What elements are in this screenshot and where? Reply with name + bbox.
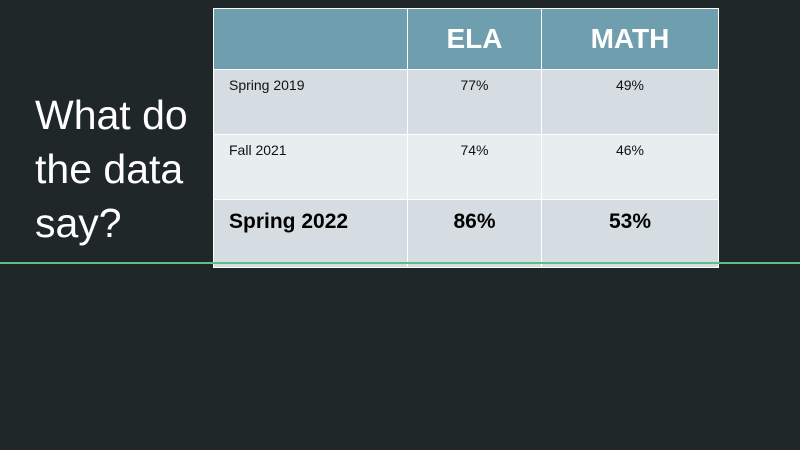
scores-table: ELA MATH Spring 2019 77% 49% Fall 2021 7… — [213, 8, 719, 268]
header-cell-empty — [213, 8, 408, 70]
divider-line — [0, 262, 800, 264]
slide-title: What do the data say? — [35, 88, 210, 250]
slide-title-line-3: say? — [35, 200, 122, 246]
row-label: Fall 2021 — [213, 134, 408, 200]
row-label: Spring 2022 — [213, 199, 408, 268]
row-label: Spring 2019 — [213, 69, 408, 135]
slide-title-line-1: What do — [35, 92, 188, 138]
ela-value: 86% — [407, 199, 542, 268]
math-value: 49% — [541, 69, 719, 135]
slide-title-line-2: the data — [35, 146, 184, 192]
math-value: 46% — [541, 134, 719, 200]
ela-value: 77% — [407, 69, 542, 135]
ela-value: 74% — [407, 134, 542, 200]
header-cell-math: MATH — [541, 8, 719, 70]
header-cell-ela: ELA — [407, 8, 542, 70]
table-row: Spring 2019 77% 49% — [213, 69, 719, 135]
table-row: Fall 2021 74% 46% — [213, 134, 719, 200]
table-header-row: ELA MATH — [213, 8, 719, 70]
math-value: 53% — [541, 199, 719, 268]
table-row: Spring 2022 86% 53% — [213, 199, 719, 268]
